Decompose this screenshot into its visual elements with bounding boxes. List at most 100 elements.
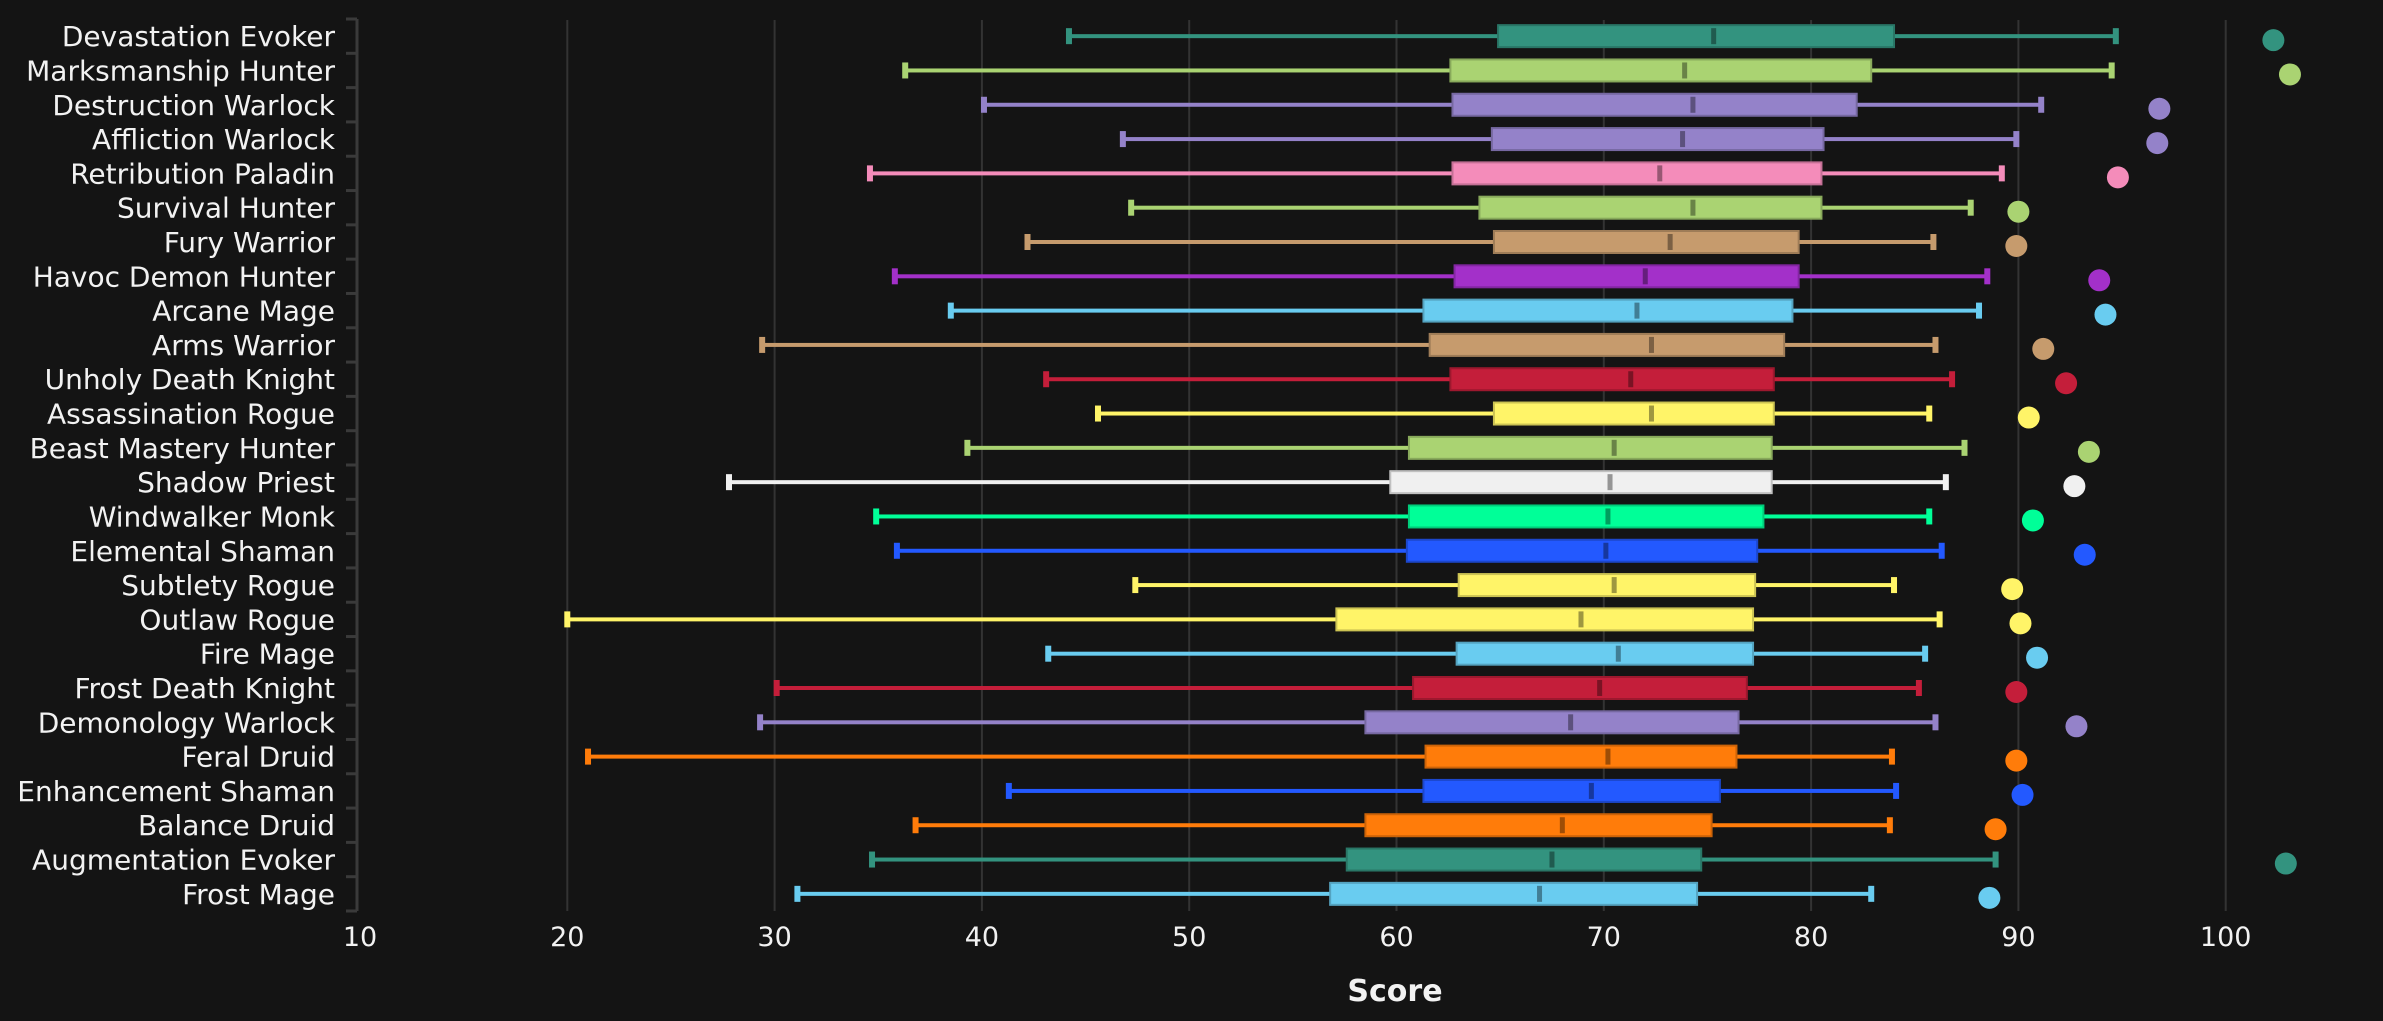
median-line	[1682, 62, 1688, 79]
box-row	[869, 847, 2297, 875]
whisker-cap-min	[869, 851, 876, 868]
whisker-cap-min	[980, 96, 987, 113]
max-point	[2073, 543, 2096, 566]
category-label: Beast Mastery Hunter	[30, 432, 336, 465]
box-row	[891, 264, 2111, 292]
max-point	[2055, 372, 2078, 395]
median-line	[1605, 508, 1611, 525]
x-tick-label: 100	[2200, 922, 2252, 953]
max-point	[2007, 200, 2030, 223]
category-label: Unholy Death Knight	[45, 363, 335, 396]
median-line	[1611, 439, 1617, 456]
category-label: Fury Warrior	[164, 226, 336, 259]
category-label: Marksmanship Hunter	[26, 54, 335, 87]
box-row	[1043, 367, 2078, 395]
whisker-cap-max	[2038, 96, 2045, 113]
median-line	[1648, 336, 1654, 353]
grid-lines	[566, 20, 2227, 911]
median-line	[1711, 28, 1717, 45]
max-point	[2017, 406, 2040, 429]
x-tick-label: 80	[1794, 922, 1828, 953]
whisker-cap-max	[1868, 885, 1875, 902]
whisker-cap-min	[585, 748, 592, 765]
box-row	[866, 161, 2129, 189]
category-label: Augmentation Evoker	[32, 844, 335, 877]
category-label: Havoc Demon Hunter	[33, 260, 336, 293]
iqr-box	[1422, 298, 1794, 323]
iqr-box	[1451, 92, 1858, 117]
iqr-box	[1455, 641, 1755, 666]
max-point	[2021, 509, 2044, 532]
category-label: Enhancement Shaman	[17, 775, 335, 808]
whisker-line	[1027, 240, 1934, 244]
x-tick-label: 50	[1172, 922, 1206, 953]
iqr-box	[1492, 230, 1800, 254]
box-row	[980, 92, 2171, 120]
whisker-cap-min	[1045, 645, 1052, 662]
whisker-line	[567, 617, 1940, 622]
median-line	[1588, 782, 1594, 799]
box-row	[1065, 24, 2285, 52]
whisker-cap-max	[1938, 542, 1945, 559]
max-point	[2005, 749, 2028, 772]
iqr-box	[1405, 538, 1759, 563]
whisker-cap-min	[1132, 577, 1139, 594]
max-point	[2278, 63, 2301, 86]
box-row	[964, 435, 2100, 463]
median-line	[1597, 680, 1603, 696]
iqr-box	[1449, 367, 1775, 392]
median-line	[1690, 96, 1696, 113]
category-label: Frost Death Knight	[74, 672, 335, 705]
box-row	[1119, 127, 2169, 155]
whisker-cap-max	[1922, 645, 1929, 662]
whisker-cap-min	[1043, 371, 1050, 388]
box-rows	[564, 24, 2301, 909]
category-label: Arcane Mage	[152, 295, 335, 328]
iqr-box	[1424, 744, 1738, 769]
category-label: Outlaw Rogue	[139, 603, 335, 636]
category-label: Frost Mage	[182, 878, 335, 911]
category-label: Balance Druid	[138, 809, 335, 842]
x-axis-title: Score	[1347, 974, 1442, 1009]
whisker-cap-min	[1065, 28, 1072, 45]
whisker-line	[869, 171, 2002, 176]
iqr-box	[1422, 778, 1721, 803]
max-point	[2094, 303, 2117, 326]
median-line	[1628, 371, 1634, 388]
iqr-box	[1407, 504, 1765, 529]
box-row	[947, 298, 2117, 326]
whisker-cap-max	[1930, 234, 1937, 250]
category-label: Demonology Warlock	[38, 706, 336, 739]
max-point	[2148, 97, 2171, 120]
whisker-cap-min	[1119, 131, 1126, 148]
whisker-cap-min	[1005, 782, 1012, 799]
whisker-cap-min	[893, 542, 900, 559]
iqr-box	[1335, 607, 1755, 632]
iqr-box	[1412, 676, 1748, 700]
box-row	[1132, 573, 2024, 601]
x-tick-label: 90	[2001, 922, 2035, 953]
x-tick-label: 20	[550, 922, 584, 953]
box-row	[725, 470, 2086, 498]
box-row	[1128, 195, 2030, 223]
box-row	[1094, 401, 2040, 429]
box-row	[564, 607, 2032, 635]
whisker-cap-min	[866, 165, 873, 182]
max-point	[2088, 269, 2111, 292]
category-label: Destruction Warlock	[52, 89, 335, 122]
box-row	[873, 504, 2044, 532]
whisker-cap-min	[902, 62, 909, 79]
iqr-box	[1492, 401, 1775, 426]
category-label: Shadow Priest	[137, 466, 335, 499]
whisker-cap-min	[1094, 405, 1101, 422]
category-label: Feral Druid	[181, 741, 335, 774]
median-line	[1537, 885, 1543, 902]
whisker-cap-min	[891, 268, 898, 285]
whisker-cap-min	[947, 302, 954, 319]
box-row	[757, 710, 2088, 738]
whisker-cap-max	[1992, 851, 1999, 868]
median-line	[1634, 302, 1640, 319]
median-line	[1578, 611, 1584, 628]
box-row	[893, 538, 2096, 566]
x-tick-label: 40	[965, 922, 999, 953]
